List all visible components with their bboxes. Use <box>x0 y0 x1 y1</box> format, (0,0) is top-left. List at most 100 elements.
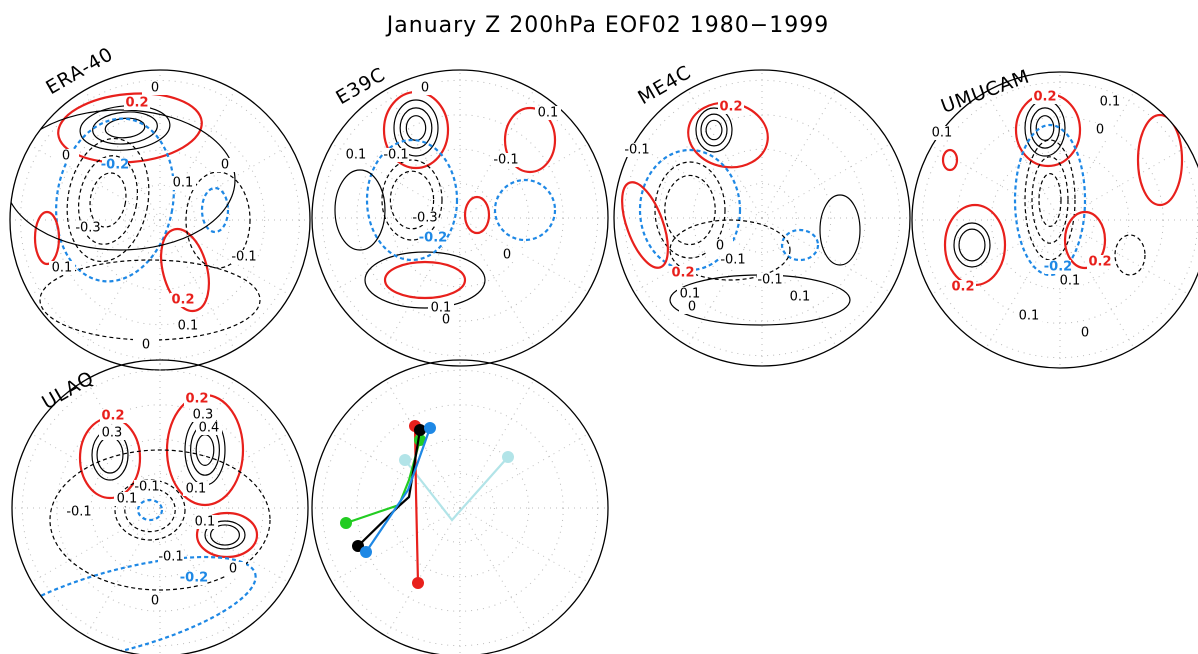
contour <box>400 108 432 148</box>
contour-label: -0.1 <box>158 550 183 565</box>
contour-label: 0.2 <box>125 96 148 111</box>
contour <box>1039 174 1061 227</box>
contour-label: -0.1 <box>231 250 256 265</box>
contour <box>465 197 489 233</box>
contour-label: -0.3 <box>75 221 100 236</box>
contour-label: 0.1 <box>932 126 953 141</box>
contour-label: -0.1 <box>624 143 649 158</box>
contour <box>385 262 465 298</box>
meridian <box>32 508 160 582</box>
contour-label: 0.4 <box>199 421 220 436</box>
contour <box>406 116 425 141</box>
track-point <box>502 451 514 463</box>
track-point <box>414 424 426 436</box>
contour <box>959 229 985 261</box>
meridian <box>1060 146 1188 220</box>
track-point <box>340 517 352 529</box>
track <box>358 430 420 546</box>
meridian <box>986 220 1060 348</box>
panel-label: UMUCAM <box>938 65 1033 117</box>
contour-label: -0.1 <box>493 153 518 168</box>
contour-label: 0.1 <box>117 492 138 507</box>
meridian <box>460 218 534 346</box>
track <box>346 440 420 523</box>
meridian <box>932 146 1060 220</box>
contour-label: -0.1 <box>66 505 91 520</box>
contour-label: 0 <box>1096 123 1104 138</box>
meridian <box>460 434 588 508</box>
panel-label: ULAQ <box>38 367 98 414</box>
meridian <box>762 90 836 218</box>
meridian <box>86 508 160 636</box>
contour-label: 0.2 <box>101 409 124 424</box>
contour-label: 0 <box>142 338 150 353</box>
panel-label: ME4C <box>634 61 695 109</box>
contour-label: 0 <box>1081 326 1089 341</box>
meridian <box>332 434 460 508</box>
contour-label: -0.2 <box>180 571 208 586</box>
contour-label: 0.2 <box>1088 255 1111 270</box>
contour-label: 0.1 <box>1019 309 1040 324</box>
contour <box>820 195 860 265</box>
panel-label: E39C <box>332 63 389 109</box>
contour <box>706 120 722 139</box>
contour-label: 0.1 <box>346 148 367 163</box>
contour <box>1138 115 1182 205</box>
contour <box>365 252 485 308</box>
contour <box>138 500 162 520</box>
track-point <box>412 577 424 589</box>
contour-label: 0.2 <box>951 280 974 295</box>
contour <box>665 175 715 244</box>
meridian <box>30 145 160 220</box>
contour-label: -0.1 <box>383 148 408 163</box>
contour-label: -0.2 <box>101 158 129 173</box>
meridian <box>762 144 890 218</box>
contour-label: 0.1 <box>178 319 199 334</box>
map-panel <box>5 70 310 370</box>
contour-label: -0.3 <box>412 211 437 226</box>
contour-label: 0 <box>503 248 511 263</box>
contour-label: -0.1 <box>720 253 745 268</box>
track-point <box>360 546 372 558</box>
contour-label: 0.2 <box>671 266 694 281</box>
contour-label: 0.1 <box>52 261 73 276</box>
contour-label: 0.2 <box>1033 90 1056 105</box>
contour-label: 0 <box>229 562 237 577</box>
contour <box>104 117 145 140</box>
meridian <box>160 90 235 220</box>
contour <box>196 435 214 466</box>
contour-label: 0 <box>442 313 450 328</box>
contour-label: 0 <box>221 158 229 173</box>
map-panel <box>312 70 608 366</box>
contour-label: 0.2 <box>719 100 742 115</box>
meridian <box>460 508 534 636</box>
figure: January Z 200hPa EOF02 1980−1999 ERA-40 0… <box>0 0 1198 654</box>
track-point <box>399 454 411 466</box>
meridian <box>386 508 460 636</box>
figure-title: January Z 200hPa EOF02 1980−1999 <box>385 13 829 38</box>
contour-label: -0.1 <box>757 273 782 288</box>
meridian <box>460 218 588 292</box>
meridian <box>85 220 160 350</box>
contour-label: 0.1 <box>1100 95 1121 110</box>
contour-label: -0.2 <box>419 231 447 246</box>
contour-label: 0.3 <box>102 426 123 441</box>
track <box>366 428 430 552</box>
contour-label: 0.1 <box>186 482 207 497</box>
contour-label: 0 <box>151 594 159 609</box>
meridian <box>460 508 588 582</box>
contour <box>335 170 385 250</box>
contour-label: 0 <box>62 149 70 164</box>
contour-label: 0 <box>421 81 429 96</box>
panel-label: ERA-40 <box>42 43 117 99</box>
contour-label: 0.1 <box>1060 274 1081 289</box>
contour-label: 0 <box>716 239 724 254</box>
contour <box>1031 108 1060 148</box>
contour-label: 0.1 <box>195 515 216 530</box>
contour <box>495 180 555 240</box>
contour-label: 0.1 <box>173 176 194 191</box>
contour <box>1032 157 1068 243</box>
meridian <box>332 508 460 582</box>
meridian <box>160 220 290 295</box>
contour <box>701 114 727 146</box>
